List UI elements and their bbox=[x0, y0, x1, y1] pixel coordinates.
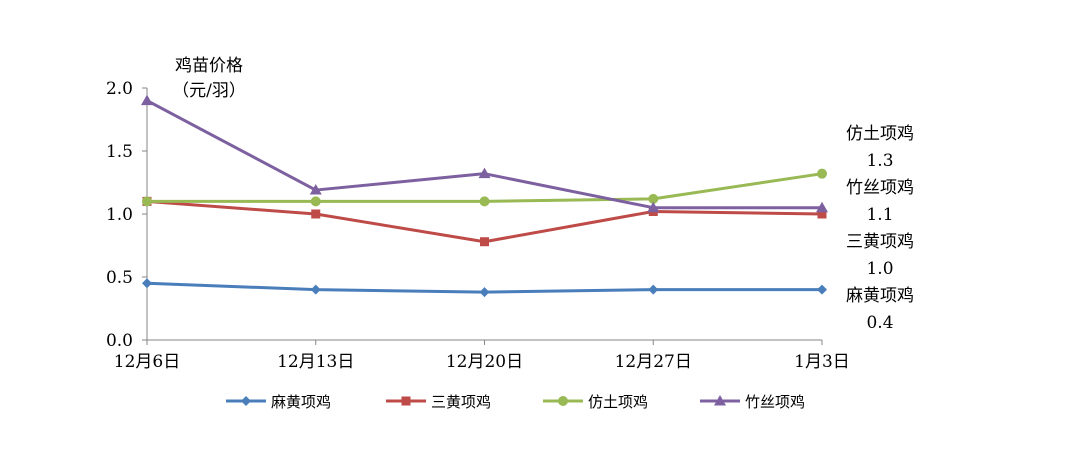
x-tick-label: 12月27日 bbox=[615, 352, 692, 372]
y-axis-title: 鸡苗价格 （元/羽） bbox=[172, 56, 246, 101]
data-point bbox=[816, 201, 828, 213]
annotation-value: 1.3 bbox=[866, 151, 893, 171]
legend-marker bbox=[241, 396, 251, 406]
legend-label: 竹丝项鸡 bbox=[745, 393, 805, 411]
legend-marker bbox=[401, 396, 411, 406]
annotation-value: 1.1 bbox=[866, 205, 893, 225]
data-point bbox=[479, 196, 490, 207]
data-point bbox=[647, 201, 660, 213]
series-lines bbox=[141, 94, 828, 298]
data-point bbox=[478, 167, 491, 179]
data-point bbox=[311, 209, 321, 219]
legend-marker bbox=[714, 395, 726, 406]
data-point bbox=[310, 284, 321, 295]
data-point bbox=[480, 237, 489, 247]
data-point bbox=[817, 284, 827, 295]
data-point bbox=[648, 193, 659, 204]
series-4 bbox=[141, 94, 828, 213]
annotation-name: 三黄项鸡 bbox=[846, 232, 914, 252]
end-annotations: 仿土项鸡 1.3 竹丝项鸡 1.1 三黄项鸡 1.0 麻黄项鸡 0.4 bbox=[846, 124, 914, 333]
annotation-value: 1.0 bbox=[866, 259, 893, 279]
y-tick-label: 2.0 bbox=[106, 79, 133, 99]
data-point bbox=[309, 184, 322, 195]
annotation-name: 仿土项鸡 bbox=[846, 124, 914, 144]
legend-label: 麻黄项鸡 bbox=[271, 393, 331, 411]
legend-item: 仿土项鸡 bbox=[543, 393, 648, 411]
y-axis-title-line-2: （元/羽） bbox=[172, 81, 246, 101]
series-1 bbox=[142, 278, 827, 298]
annotation-name: 竹丝项鸡 bbox=[846, 178, 914, 198]
x-tick-label: 12月20日 bbox=[446, 352, 523, 372]
data-point bbox=[479, 287, 490, 298]
x-tick-label: 12月13日 bbox=[277, 352, 354, 372]
annotation-value: 0.4 bbox=[866, 313, 893, 333]
y-tick-label: 1.5 bbox=[106, 142, 133, 162]
data-point bbox=[817, 209, 827, 219]
y-tick-label: 0.0 bbox=[106, 331, 133, 351]
legend-marker bbox=[558, 396, 568, 406]
legend-label: 三黄项鸡 bbox=[431, 393, 491, 411]
series-3 bbox=[142, 168, 827, 207]
series-line bbox=[146, 99, 822, 210]
y-tick-label: 0.5 bbox=[106, 268, 133, 288]
legend-item: 麻黄项鸡 bbox=[226, 393, 331, 411]
data-point bbox=[141, 94, 153, 106]
y-tick-label: 1.0 bbox=[106, 205, 133, 225]
x-tick-label: 1月3日 bbox=[794, 352, 850, 372]
data-point bbox=[817, 168, 827, 179]
x-tick-label: 12月6日 bbox=[114, 352, 180, 372]
data-point bbox=[142, 278, 152, 289]
legend-item: 三黄项鸡 bbox=[386, 393, 491, 411]
legend-label: 仿土项鸡 bbox=[588, 393, 648, 411]
annotation-name: 麻黄项鸡 bbox=[846, 286, 914, 306]
axes: 0.0 0.5 1.0 1.5 2.0 12月6日 12月13日 12月20日 12月27日 1月… bbox=[106, 79, 850, 372]
data-point bbox=[142, 196, 152, 207]
legend: 麻黄项鸡 三黄项鸡 仿土项鸡 竹丝项鸡 bbox=[226, 393, 805, 411]
data-point bbox=[648, 284, 659, 295]
data-point bbox=[310, 196, 321, 207]
legend-item: 竹丝项鸡 bbox=[700, 393, 805, 411]
y-axis-title-line-1: 鸡苗价格 bbox=[175, 56, 243, 76]
